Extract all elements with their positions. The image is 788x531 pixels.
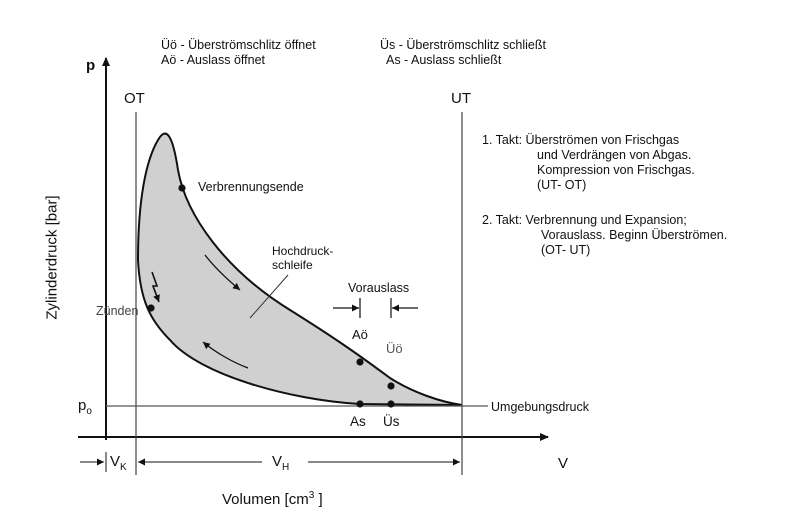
takt2-line2: Vorauslass. Beginn Überströmen. xyxy=(541,228,728,242)
vk-label: VK xyxy=(110,453,127,473)
x-title-sup: 3 xyxy=(308,490,315,501)
p0-sub: o xyxy=(86,406,92,417)
vk-sub: K xyxy=(120,462,127,473)
vh-sub: H xyxy=(282,462,290,473)
ut-label: UT xyxy=(451,90,471,107)
legend-uo: Üö - Überströmschlitz öffnet xyxy=(161,38,316,52)
expansion-curve xyxy=(137,132,463,406)
takt2-line3: (OT- UT) xyxy=(541,243,591,257)
label-hochdruck-1: Hochdruck- xyxy=(272,244,334,258)
vh-main: V xyxy=(272,453,283,470)
label-umgebungsdruck: Umgebungsdruck xyxy=(491,400,589,414)
p-axis-label: p xyxy=(86,57,96,74)
label-zuenden: Zünden xyxy=(96,304,139,318)
p0-main: p xyxy=(78,397,87,414)
point-as xyxy=(356,400,364,408)
label-vorauslass: Vorauslass xyxy=(348,281,410,295)
ot-label: OT xyxy=(124,90,145,107)
legend-us: Üs - Überströmschlitz schließt xyxy=(380,38,546,52)
label-hochdruck-2: schleife xyxy=(272,258,313,272)
direction-arrow-down xyxy=(204,254,241,291)
point-verbrennungsende xyxy=(178,184,186,192)
vh-label: VH xyxy=(272,453,290,473)
label-verbrennungsende: Verbrennungsende xyxy=(198,180,304,194)
takt2-line1: 2. Takt: Verbrennung und Expansion; xyxy=(482,213,687,227)
compression-curve xyxy=(137,259,463,406)
point-ao xyxy=(356,358,364,366)
legend-ao: Aö - Auslass öffnet xyxy=(161,53,265,67)
label-as: As xyxy=(350,414,366,429)
direction-arrow-up xyxy=(202,341,249,369)
cycle-area xyxy=(138,133,462,406)
takt1-line4: (UT- OT) xyxy=(537,178,587,192)
legend-as: As - Auslass schließt xyxy=(386,53,502,67)
takt1-line1: 1. Takt: Überströmen von Frischgas xyxy=(482,133,680,147)
p0-label: po xyxy=(78,397,92,417)
ignition-spark-icon xyxy=(151,271,160,303)
vk-main: V xyxy=(110,453,121,470)
hochdruck-leader xyxy=(249,274,289,319)
label-ao: Aö xyxy=(352,327,368,342)
takt1-line3: Kompression von Frischgas. xyxy=(537,163,695,177)
point-zuenden xyxy=(147,304,155,312)
point-uo xyxy=(387,382,395,390)
label-uo: Üö xyxy=(386,341,403,356)
x-title-end: ] xyxy=(314,491,323,508)
v-axis-label: V xyxy=(558,455,569,472)
x-title-main: Volumen [cm xyxy=(222,491,309,508)
y-axis-title: Zylinderdruck [bar] xyxy=(43,195,61,320)
takt1-line2: und Verdrängen von Abgas. xyxy=(537,148,692,162)
x-axis-title: Volumen [cm3 ] xyxy=(222,490,323,509)
point-us xyxy=(387,400,395,408)
label-us: Üs xyxy=(383,414,400,429)
